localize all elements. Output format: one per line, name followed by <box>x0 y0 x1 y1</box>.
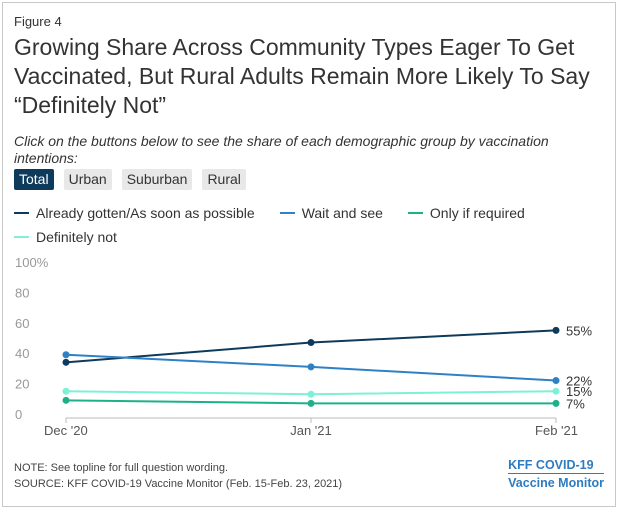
y-tick-label: 0 <box>15 407 22 422</box>
data-point <box>62 351 70 359</box>
legend-label: Only if required <box>429 205 525 221</box>
chart-legend: Already gotten/As soon as possible Wait … <box>14 205 604 245</box>
note-text: NOTE: See topline for full question word… <box>14 462 229 474</box>
data-point <box>307 390 315 398</box>
legend-label: Wait and see <box>301 205 383 221</box>
filter-button-rural[interactable]: Rural <box>202 169 246 190</box>
logo-line-1: KFF COVID-19 <box>508 458 594 472</box>
footnote: NOTE: See topline for full question word… <box>14 460 342 492</box>
legend-swatch <box>14 236 29 238</box>
data-point <box>552 377 560 385</box>
legend-item-only-if-required: Only if required <box>407 205 525 221</box>
data-point <box>62 387 70 395</box>
data-point <box>307 363 315 371</box>
x-tick-label: Dec '20 <box>44 423 88 438</box>
series-end-label: 55% <box>566 323 592 338</box>
series-end-label: 22% <box>566 374 592 389</box>
kff-logo: KFF COVID-19 Vaccine Monitor <box>508 457 604 491</box>
series-end-label: 7% <box>566 396 585 411</box>
y-tick-label: 60 <box>15 316 29 331</box>
legend-label: Definitely not <box>36 229 117 245</box>
data-point <box>307 399 315 407</box>
y-tick-label: 80 <box>15 285 29 300</box>
filter-button-urban[interactable]: Urban <box>63 169 112 190</box>
x-tick-label: Feb '21 <box>535 423 578 438</box>
figure-frame <box>2 2 616 507</box>
data-point <box>62 396 70 404</box>
data-point <box>552 387 560 395</box>
legend-swatch <box>14 212 29 214</box>
y-tick-label: 20 <box>15 377 29 392</box>
logo-line-2: Vaccine Monitor <box>508 473 604 491</box>
chart-title: Growing Share Across Community Types Eag… <box>14 34 590 118</box>
y-tick-label: 100% <box>15 255 49 270</box>
data-point <box>307 339 315 347</box>
x-tick-label: Jan '21 <box>290 423 332 438</box>
legend-item-definitely-not: Definitely not <box>14 229 117 245</box>
series-end-label: 15% <box>566 384 592 399</box>
legend-item-already-gotten: Already gotten/As soon as possible <box>14 205 255 221</box>
legend-swatch <box>407 212 423 214</box>
legend-label: Already gotten/As soon as possible <box>36 205 255 221</box>
data-point <box>62 358 70 366</box>
y-tick-label: 40 <box>15 346 29 361</box>
filter-buttons: Total Urban Suburban Rural <box>14 169 246 190</box>
figure-label: Figure 4 <box>14 14 62 29</box>
legend-swatch <box>279 212 295 214</box>
source-text: SOURCE: KFF COVID-19 Vaccine Monitor (Fe… <box>14 478 343 490</box>
filter-button-suburban[interactable]: Suburban <box>121 169 193 190</box>
legend-item-wait-and-see: Wait and see <box>279 205 383 221</box>
filter-button-total[interactable]: Total <box>14 169 54 190</box>
data-point <box>552 326 560 334</box>
data-point <box>552 399 560 407</box>
chart-subtitle: Click on the buttons below to see the sh… <box>14 133 549 166</box>
